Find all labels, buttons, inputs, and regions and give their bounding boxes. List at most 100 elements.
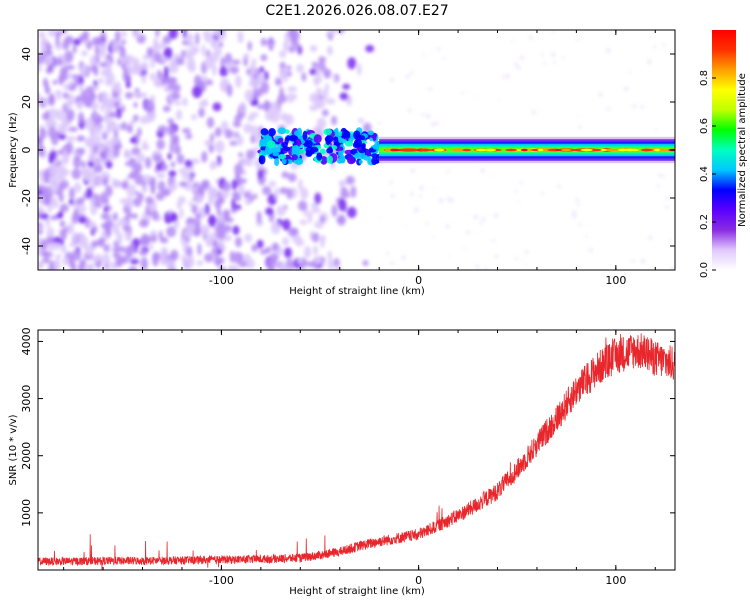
noise-blob <box>333 258 340 268</box>
noise-blob <box>209 133 214 143</box>
noise-blob <box>276 205 286 217</box>
noise-blob <box>245 159 254 167</box>
speckle <box>390 261 394 266</box>
noise-blob <box>335 266 342 270</box>
noise-blob <box>270 102 275 115</box>
speckle <box>401 255 407 260</box>
speckle <box>647 235 653 240</box>
noise-blob <box>48 30 57 37</box>
noise-blob <box>79 235 89 249</box>
noise-blob <box>179 208 184 219</box>
speckle <box>576 38 580 42</box>
carrier-hotspot <box>547 148 557 152</box>
noise-blob <box>113 212 118 221</box>
noise-blob <box>170 249 179 261</box>
noise-blob <box>321 235 326 243</box>
noise-blob <box>181 97 188 107</box>
noise-blob <box>186 222 196 232</box>
noise-blob <box>102 152 108 161</box>
noise-blob <box>93 134 101 146</box>
noise-blob <box>186 33 194 42</box>
noise-blob <box>171 83 181 93</box>
noise-blob <box>176 153 185 165</box>
noise-blob <box>338 198 347 212</box>
noise-blob <box>209 161 215 171</box>
transition-blob <box>294 130 301 137</box>
noise-blob <box>326 45 333 56</box>
noise-blob <box>63 50 74 63</box>
noise-blob <box>38 169 45 178</box>
transition-blob <box>353 138 362 148</box>
noise-blob <box>68 187 75 201</box>
noise-blob <box>247 41 253 52</box>
noise-blob <box>88 153 97 163</box>
noise-blob <box>250 134 256 144</box>
noise-blob <box>79 168 87 174</box>
x-tick-label: 100 <box>605 574 626 587</box>
noise-blob <box>80 50 88 57</box>
noise-blob <box>187 254 195 268</box>
noise-blob <box>68 85 76 92</box>
noise-blob <box>212 30 221 37</box>
noise-blob <box>56 94 62 100</box>
transition-blob <box>372 144 381 150</box>
noise-blob <box>117 58 122 67</box>
noise-blob <box>152 150 162 156</box>
noise-blob <box>119 255 129 264</box>
colorbar-tick-label: 0.8 <box>699 70 710 86</box>
noise-blob <box>132 114 139 122</box>
noise-blob <box>190 158 200 165</box>
noise-blob <box>230 264 240 270</box>
speckle <box>475 264 480 269</box>
snr-ylabel: SNR (10 * v/v) <box>8 414 19 485</box>
noise-blob <box>133 30 142 38</box>
speckle <box>631 104 637 109</box>
noise-region <box>38 30 675 270</box>
noise-blob <box>93 164 103 173</box>
speckle <box>605 48 611 54</box>
y-tick-label: 3000 <box>20 385 33 413</box>
noise-blob <box>61 125 66 133</box>
speckle <box>430 49 433 52</box>
y-tick-label: -40 <box>20 237 33 255</box>
noise-blob <box>222 181 231 192</box>
speckle <box>623 86 629 92</box>
noise-blob <box>207 214 217 228</box>
noise-blob <box>195 217 201 228</box>
noise-blob <box>71 212 79 225</box>
noise-blob <box>215 140 225 154</box>
spectrogram-plot <box>38 30 675 270</box>
noise-blob <box>42 189 48 201</box>
noise-blob <box>40 213 49 220</box>
noise-blob <box>114 143 123 150</box>
noise-blob <box>153 52 163 63</box>
noise-blob <box>43 99 49 105</box>
noise-blob <box>251 244 258 252</box>
noise-blob <box>67 222 75 235</box>
transition-blob <box>277 154 287 160</box>
speckle <box>665 196 670 201</box>
speckle <box>409 192 414 197</box>
noise-blob <box>218 41 224 48</box>
noise-blob <box>104 99 114 110</box>
noise-blob <box>283 247 293 259</box>
noise-blob <box>206 116 215 129</box>
snr-plot <box>38 333 675 570</box>
speckle <box>551 51 556 56</box>
noise-blob <box>86 186 93 199</box>
noise-blob <box>169 212 178 223</box>
speckle <box>588 247 594 253</box>
noise-blob <box>196 260 204 266</box>
noise-blob <box>73 231 78 244</box>
noise-blob <box>247 115 255 122</box>
transition-blob <box>260 128 269 136</box>
noise-blob <box>222 224 232 233</box>
noise-blob <box>198 100 209 108</box>
noise-blob <box>193 74 202 88</box>
transition-blob <box>302 130 308 141</box>
speckle <box>656 184 660 188</box>
speckle <box>576 202 580 207</box>
noise-blob <box>218 257 225 264</box>
noise-blob <box>204 139 211 147</box>
speckle <box>425 113 431 119</box>
